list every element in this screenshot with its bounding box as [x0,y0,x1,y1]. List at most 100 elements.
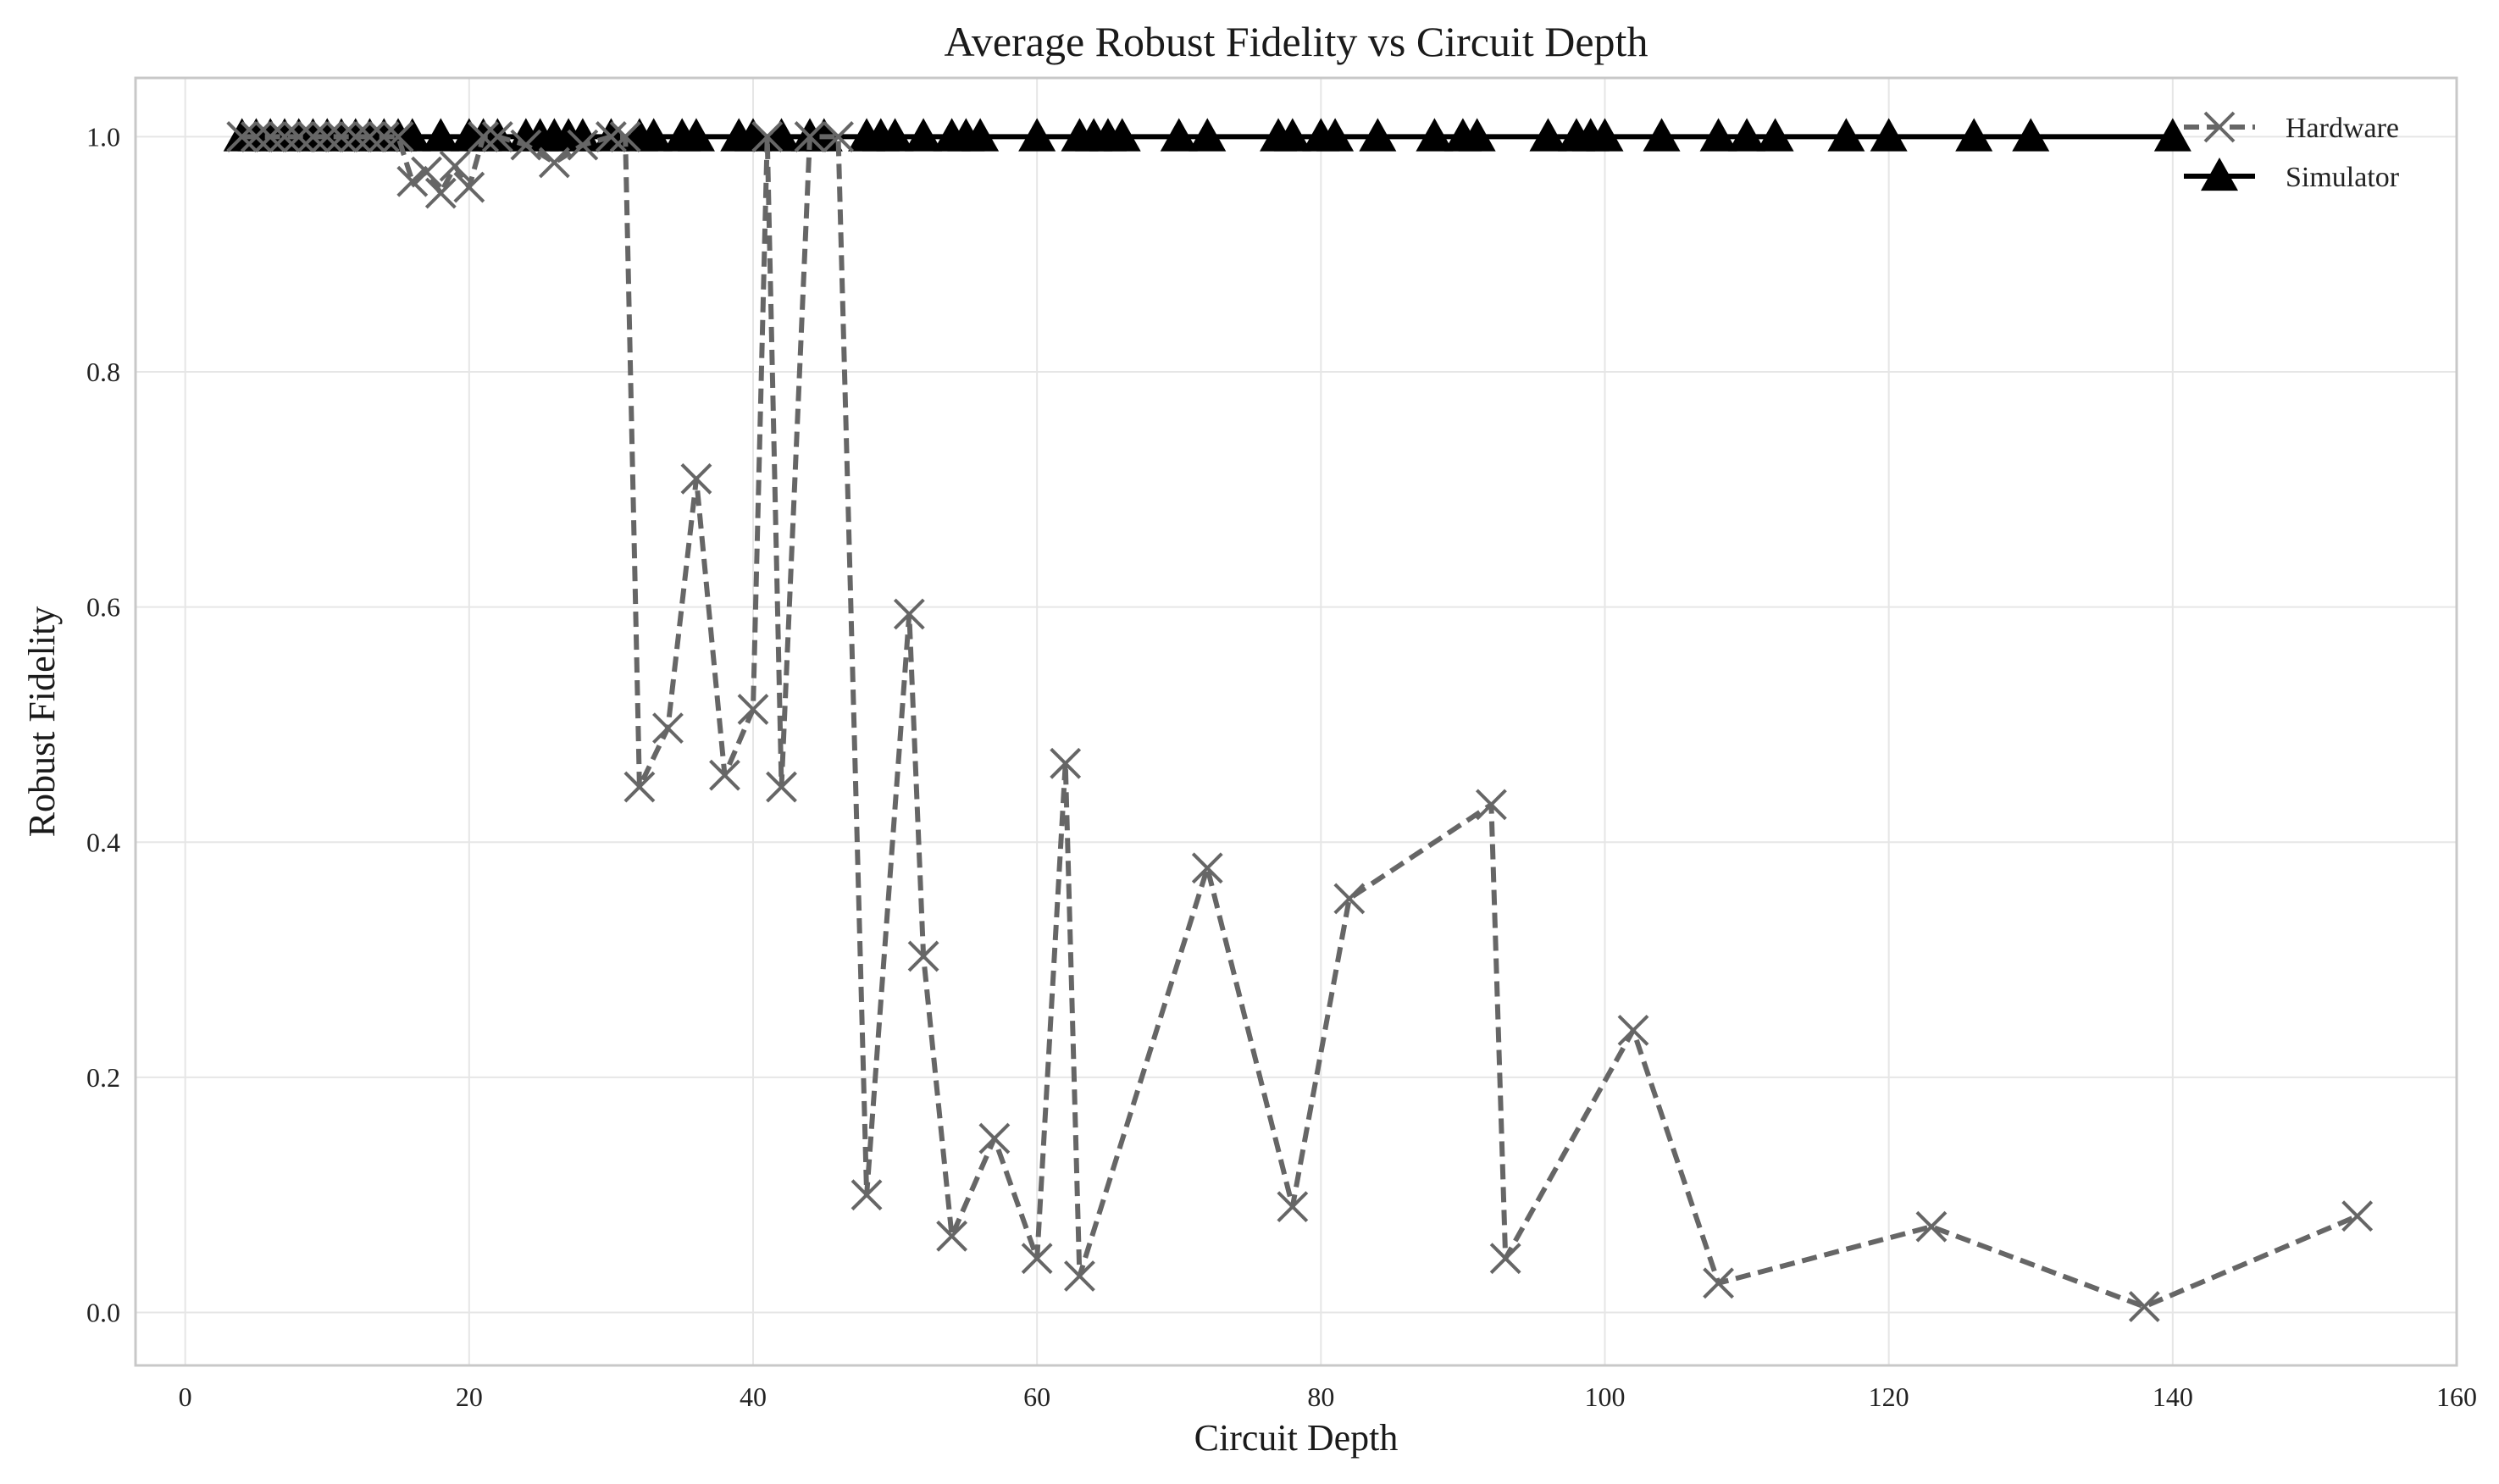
hardware-point [1617,1014,1649,1046]
simulator-point [1018,118,1056,152]
simulator-point [1273,118,1311,152]
simulator-point [876,118,914,152]
data-series [223,118,2374,1323]
simulator-point [1189,118,1227,152]
hardware-point [936,1220,968,1252]
legend-simulator-marker [2201,158,2238,191]
hardware-point [893,598,925,630]
simulator-point [1699,118,1737,152]
hardware-point [368,120,400,152]
x-tick-label: 20 [456,1382,483,1412]
hardware-point [1476,789,1507,821]
y-tick-label: 1.0 [86,121,120,152]
hardware-point [2341,1200,2374,1232]
simulator-point [1160,118,1198,152]
hardware-point [340,120,372,152]
simulator-point [1103,118,1141,152]
hardware-point [595,120,627,152]
gridlines [136,78,2457,1365]
y-tick-label: 0.2 [86,1062,120,1093]
simulator-point [2012,118,2050,152]
hardware-point [1703,1267,1734,1299]
y-tick-label: 0.0 [86,1298,120,1328]
x-tick-label: 120 [1869,1382,1909,1412]
simulator-point [1728,118,1766,152]
hardware-point [468,120,499,152]
simulator-point [563,118,601,152]
simulator-point [1643,118,1681,152]
legend-hardware-marker [2203,111,2236,143]
hardware-point [424,177,457,209]
y-tick-label: 0.8 [86,357,120,387]
hardware-point [538,147,570,179]
hardware-point [751,120,784,152]
hardware-point [411,156,442,188]
hardware-point [439,150,471,182]
hardware-point [1050,747,1082,779]
hardware-point [680,462,712,495]
simulator-point [1586,118,1624,152]
hardware-point [823,120,854,152]
hardware-point [510,129,542,161]
hardware-point [241,120,272,152]
hardware-point [269,120,301,152]
hardware-point [1333,883,1366,915]
x-tick-label: 60 [1023,1382,1050,1412]
hardware-point [907,940,939,972]
hardware-point [794,120,826,152]
y-axis-label: Robust Fidelity [21,606,63,838]
hardware-point [2128,1291,2160,1323]
simulator-point [1870,118,1908,152]
hardware-point [623,771,656,803]
hardware-point [311,120,343,152]
hardware-point [978,1122,1011,1155]
x-tick-label: 100 [1584,1382,1625,1412]
hardware-point [567,129,599,161]
simulator-point [905,118,943,152]
y-tick-label: 0.6 [86,592,120,623]
x-tick-label: 0 [179,1382,192,1412]
x-axis-label: Circuit Depth [1194,1417,1399,1459]
simulator-point [2201,158,2238,191]
hardware-point [2203,111,2236,143]
simulator-point [1955,118,1993,152]
hardware-point [396,165,429,197]
simulator-point [1416,118,1454,152]
y-tick-label: 0.4 [86,827,120,857]
hardware-point [1915,1210,1948,1243]
hardware-point [851,1179,883,1211]
simulator-point [422,118,460,152]
legend-hardware-label: Hardware [2286,113,2399,144]
hardware-point [1064,1260,1095,1292]
simulator-point [2153,118,2191,152]
hardware-point [1489,1243,1521,1275]
hardware-point [226,120,258,152]
hardware-point [652,712,684,745]
simulator-point [1827,118,1865,152]
hardware-point [283,120,315,152]
hardware-point [766,771,797,803]
simulator-point [634,118,673,152]
simulator-point [1316,118,1355,152]
hardware-point [297,120,329,152]
hardware-point [254,120,286,152]
hardware-point [354,120,385,152]
hardware-point [453,171,485,203]
hardware-point [325,120,357,152]
hardware-point [1277,1191,1309,1223]
x-tick-label: 160 [2436,1382,2477,1412]
hardware-point [481,120,513,152]
x-tick-label: 80 [1307,1382,1334,1412]
hardware-point [382,120,414,152]
chart-title: Average Robust Fidelity vs Circuit Depth [945,18,1648,65]
hardware-point [737,694,769,725]
simulator-point [1756,118,1794,152]
hardware-point [1191,852,1223,884]
legend-simulator-label: Simulator [2286,162,2400,193]
hardware-point [609,120,641,152]
simulator-point [1359,118,1397,152]
hardware-point [1021,1243,1053,1275]
axis-ticks: 0 20 40 60 80 100 120 140 160 0.0 0.2 0.4 0.6 0.8 1.0 [86,121,2477,1412]
hardware-series-line [241,134,2358,1310]
